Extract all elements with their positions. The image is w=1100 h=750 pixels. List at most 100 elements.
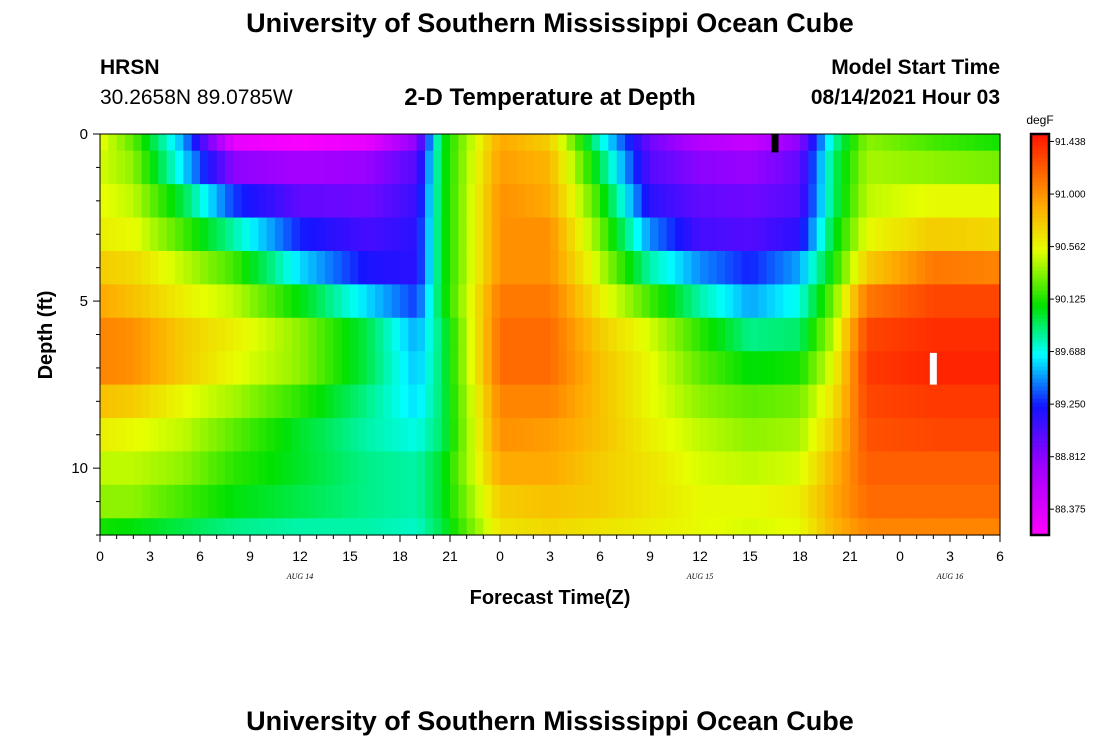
heatmap-cell (125, 284, 134, 319)
heatmap-cell (850, 284, 859, 319)
heatmap-cell (358, 284, 368, 319)
heatmap-cell (108, 351, 118, 386)
heatmap-cell (150, 351, 159, 386)
heatmap-cell (316, 484, 326, 519)
heatmap-cell (700, 484, 709, 519)
heatmap-cell (616, 284, 626, 319)
colorbar-segment (1031, 266, 1049, 271)
heatmap-cell (366, 217, 376, 252)
heatmap-cell (816, 418, 826, 453)
heatmap-cell (675, 418, 684, 453)
heatmap-cell (391, 518, 401, 536)
heatmap-cell (533, 384, 543, 419)
colorbar-segment (1031, 486, 1049, 492)
heatmap-cell (166, 184, 176, 219)
heatmap-cell (766, 150, 776, 185)
heatmap-cell (475, 184, 484, 219)
heatmap-cell (200, 217, 209, 252)
heatmap-cell (775, 134, 784, 152)
heatmap-cell (175, 418, 184, 453)
colorbar-segment (1031, 226, 1049, 231)
heatmap-cell (350, 451, 359, 486)
heatmap-cell (541, 317, 551, 352)
heatmap-cell (575, 384, 584, 419)
heatmap-cell (466, 351, 476, 386)
heatmap-cell (566, 284, 576, 319)
heatmap-cell (691, 284, 701, 319)
heatmap-cell (841, 134, 851, 152)
heatmap-cell (658, 284, 668, 319)
heatmap-cell (391, 484, 401, 519)
heatmap-cell (133, 250, 143, 285)
heatmap-cell (933, 351, 943, 386)
heatmap-cell (516, 317, 526, 352)
heatmap-cell (300, 184, 309, 219)
heatmap-cell (425, 284, 434, 319)
heatmap-cell (341, 351, 351, 386)
colorbar-label: 90.125 (1055, 295, 1086, 306)
heatmap-cell (475, 317, 484, 352)
heatmap-cell (791, 518, 801, 536)
heatmap-cell (508, 150, 518, 185)
heatmap-cell (433, 384, 443, 419)
heatmap-cell (125, 250, 134, 285)
heatmap-cell (441, 184, 451, 219)
heatmap-cell (883, 384, 893, 419)
heatmap-cell (383, 150, 393, 185)
heatmap-cell (183, 134, 193, 152)
heatmap-cell (458, 451, 468, 486)
heatmap-cell (300, 451, 309, 486)
heatmap-cell (766, 451, 776, 486)
heatmap-cell (733, 217, 743, 252)
heatmap-cell (100, 284, 109, 319)
heatmap-cell (183, 518, 193, 536)
heatmap-cell (741, 250, 751, 285)
heatmap-cell (150, 384, 159, 419)
heatmap-cell (433, 518, 443, 536)
heatmap-cell (116, 384, 126, 419)
heatmap-cell (958, 150, 968, 185)
colorbar-segment (1031, 390, 1049, 396)
heatmap-cell (233, 351, 243, 386)
heatmap-cell (175, 184, 184, 219)
heatmap-cell (325, 250, 334, 285)
heatmap-cell (625, 384, 634, 419)
heatmap-cell (708, 284, 718, 319)
heatmap-cell (516, 217, 526, 252)
heatmap-cell (675, 317, 684, 352)
heatmap-cell (641, 351, 651, 386)
heatmap-cell (983, 217, 993, 252)
heatmap-cell (308, 284, 318, 319)
heatmap-cell (825, 418, 834, 453)
heatmap-cell (183, 384, 193, 419)
heatmap-cell (441, 451, 451, 486)
heatmap-cell (366, 518, 376, 536)
heatmap-cell (325, 351, 334, 386)
heatmap-cell (283, 317, 293, 352)
heatmap-cell (683, 384, 693, 419)
heatmap-cell (675, 217, 684, 252)
heatmap-cell (683, 217, 693, 252)
x-tick-label: 9 (646, 548, 654, 564)
heatmap-cell (250, 518, 259, 536)
heatmap-cell (325, 418, 334, 453)
heatmap-cell (375, 384, 384, 419)
heatmap-cell (816, 518, 826, 536)
heatmap-cell (966, 134, 976, 152)
heatmap-cell (533, 451, 543, 486)
heatmap-cell (150, 484, 159, 519)
heatmap-cell (858, 217, 868, 252)
heatmap-cell (983, 518, 993, 536)
heatmap-cell (550, 418, 559, 453)
heatmap-cell (425, 184, 434, 219)
heatmap-cell (608, 184, 618, 219)
heatmap-cell (158, 418, 168, 453)
heatmap-cell (250, 284, 259, 319)
heatmap-cell (191, 250, 201, 285)
heatmap-cell (483, 518, 493, 536)
heatmap-cell (183, 217, 193, 252)
heatmap-cell (441, 250, 451, 285)
x-tick-label: 3 (146, 548, 154, 564)
heatmap-cell (941, 250, 951, 285)
heatmap-cell (833, 384, 843, 419)
